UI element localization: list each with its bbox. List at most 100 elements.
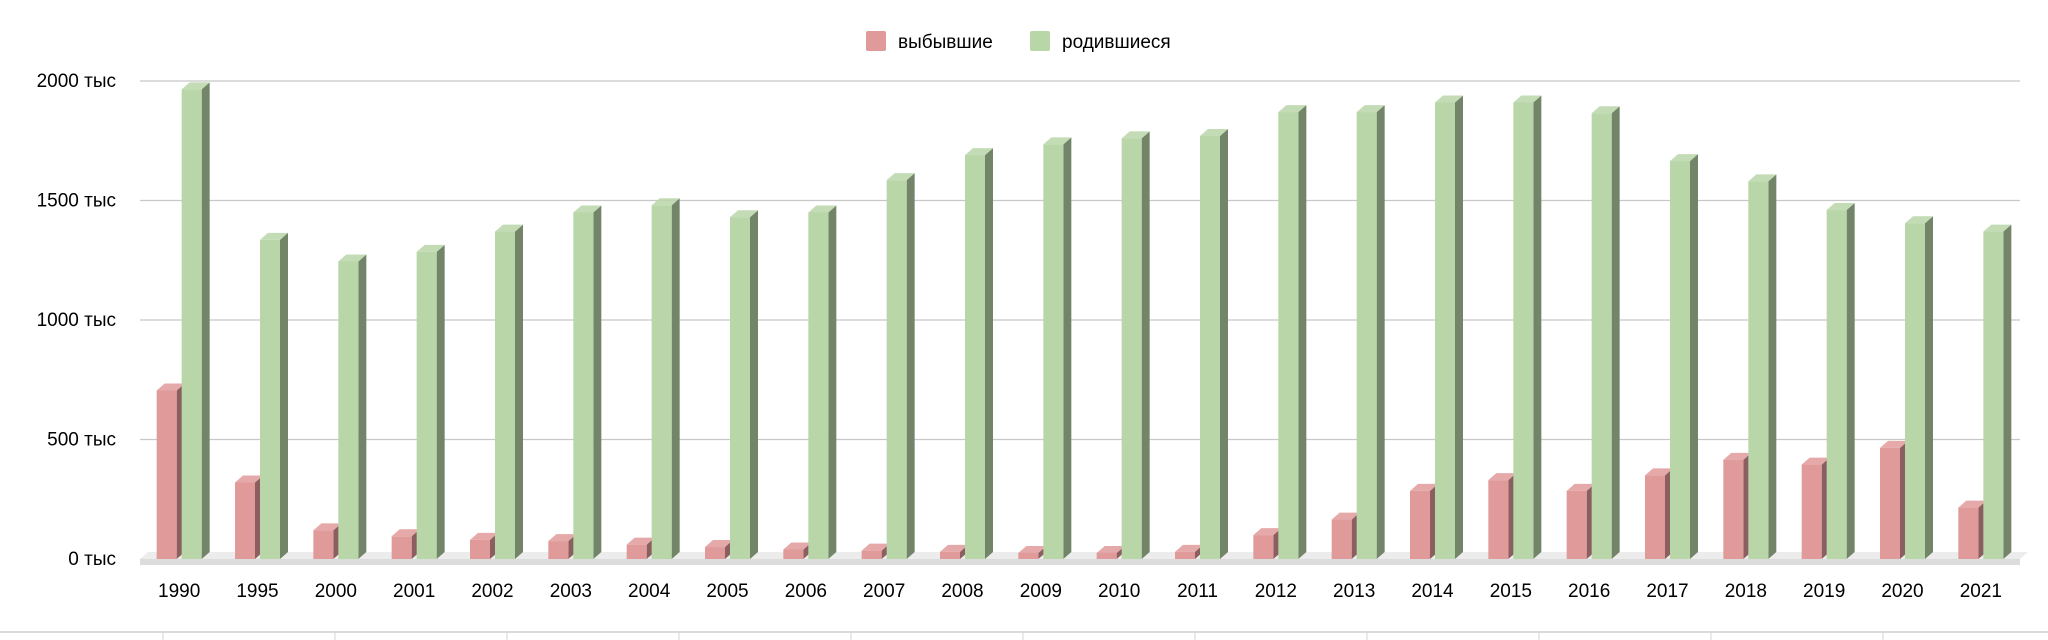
x-tick-label: 2017: [1646, 581, 1688, 602]
x-tick-label: 1995: [236, 581, 278, 602]
bar-born-2016: [1591, 106, 1620, 559]
bar-front: [156, 390, 177, 559]
bar-side: [828, 205, 837, 559]
floor-front: [140, 559, 2020, 565]
bar-side: [1768, 174, 1777, 559]
bar-top: [861, 543, 890, 551]
legend-label: родившиеся: [1062, 32, 1171, 53]
legend-swatch: [866, 31, 886, 51]
bars: [156, 82, 2012, 560]
bar-born-2010: [1121, 131, 1150, 560]
x-tick-label: 2012: [1255, 581, 1297, 602]
bar-front: [495, 231, 515, 559]
bar-front: [940, 551, 960, 559]
bar-side: [593, 205, 602, 559]
bar-departed-2017: [1645, 468, 1673, 559]
bar-front: [1435, 102, 1455, 559]
bar-top: [1200, 128, 1228, 136]
bar-top: [573, 205, 602, 213]
bar-side: [1298, 105, 1307, 559]
bar-top: [1801, 457, 1830, 465]
bar-front: [808, 212, 829, 559]
bar-front: [1670, 161, 1690, 559]
bar-side: [671, 198, 680, 559]
bar-top: [1513, 95, 1542, 103]
bar-front: [1278, 112, 1299, 559]
bar-front: [1566, 490, 1587, 559]
bar-born-2008: [965, 148, 993, 559]
x-tick-label: 2000: [315, 581, 357, 602]
bar-front: [1331, 519, 1352, 559]
bar-front: [235, 482, 255, 559]
floor-top: [140, 552, 2028, 559]
bar-top: [495, 224, 523, 232]
bar-departed-2003: [548, 534, 577, 559]
bar-top: [886, 173, 915, 181]
bar-departed-2020: [1880, 440, 1908, 559]
bar-side: [1690, 154, 1698, 559]
bar-front: [1801, 464, 1822, 559]
bar-front: [1043, 144, 1064, 559]
bar-front: [1748, 181, 1769, 559]
bar-front: [1645, 475, 1665, 559]
bar-front: [1096, 553, 1117, 559]
legend-item-born: родившиеся: [1030, 31, 1171, 53]
bar-front: [730, 217, 750, 560]
bar-top: [1566, 483, 1595, 491]
bar-born-2004: [651, 198, 680, 559]
bar-front: [1880, 447, 1900, 559]
bar-side: [1141, 131, 1150, 560]
bar-top: [1958, 500, 1987, 508]
bar-front: [1513, 102, 1534, 559]
bar-departed-2021: [1958, 500, 1987, 559]
bar-front: [1018, 553, 1039, 559]
legend-swatch: [1030, 31, 1050, 51]
bar-born-2018: [1748, 174, 1777, 559]
bar-top: [730, 210, 758, 218]
bar-front: [783, 549, 804, 559]
bar-born-2006: [808, 205, 837, 559]
bar-top: [548, 534, 577, 542]
bar-side: [1220, 128, 1228, 559]
bar-born-1990: [181, 82, 210, 560]
bar-side: [515, 224, 523, 559]
bar-top: [1905, 216, 1933, 224]
y-tick-label: 2000 тыс: [37, 71, 116, 92]
bar-top: [1723, 452, 1752, 460]
bar-top: [1253, 528, 1282, 536]
bar-departed-2000: [313, 523, 342, 559]
bar-departed-1995: [235, 475, 263, 559]
bar-front: [338, 261, 359, 559]
bar-front: [1253, 535, 1274, 559]
bar-front: [1175, 551, 1195, 559]
bar-top: [1880, 440, 1908, 448]
x-tick-label: 2006: [785, 581, 827, 602]
bar-born-2020: [1905, 216, 1933, 559]
bar-top: [626, 537, 655, 545]
bar-front: [573, 212, 594, 559]
bar-side: [2003, 224, 2012, 559]
bar-side: [1611, 106, 1620, 559]
bar-front: [260, 239, 280, 559]
bar-front: [313, 530, 334, 559]
bar-front: [1410, 490, 1430, 559]
bottom-frame: [0, 631, 2048, 640]
bar-born-2011: [1200, 128, 1228, 559]
y-tick-label: 1000 тыс: [37, 310, 116, 331]
bar-front: [1356, 112, 1377, 559]
bar-departed-2019: [1801, 457, 1830, 559]
bar-front: [705, 547, 725, 559]
bar-departed-2015: [1488, 473, 1517, 559]
bar-top: [1748, 174, 1777, 182]
bar-front: [1488, 480, 1509, 559]
bar-front: [651, 205, 672, 559]
x-tick-label: 2018: [1725, 581, 1767, 602]
bar-top: [1278, 105, 1307, 113]
x-tick-label: 2015: [1490, 581, 1532, 602]
bar-side: [1846, 203, 1855, 559]
x-tick-label: 2013: [1333, 581, 1375, 602]
bar-front: [1905, 223, 1925, 559]
bar-top: [940, 544, 968, 552]
legend: выбывшие родившиеся: [866, 31, 1171, 53]
bar-front: [1200, 135, 1220, 559]
